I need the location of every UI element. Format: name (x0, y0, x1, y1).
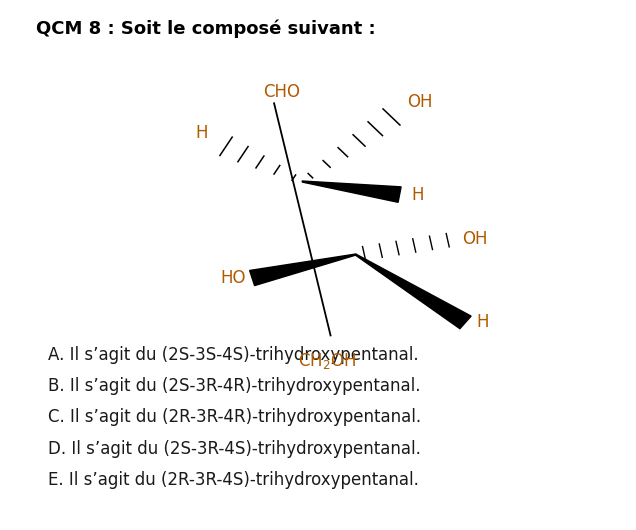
Text: H: H (196, 124, 208, 142)
Text: CH$_2$OH: CH$_2$OH (298, 351, 356, 371)
Text: A. Il s’agit du (2S-3S-4S)-trihydroxypentanal.: A. Il s’agit du (2S-3S-4S)-trihydroxypen… (48, 346, 418, 364)
Text: CHO: CHO (263, 83, 300, 101)
Text: B. Il s’agit du (2S-3R-4R)-trihydroxypentanal.: B. Il s’agit du (2S-3R-4R)-trihydroxypen… (48, 377, 420, 395)
Polygon shape (249, 254, 356, 286)
Text: OH: OH (407, 93, 432, 111)
Text: H: H (411, 186, 424, 204)
Text: C. Il s’agit du (2R-3R-4R)-trihydroxypentanal.: C. Il s’agit du (2R-3R-4R)-trihydroxypen… (48, 409, 421, 427)
Text: H: H (477, 313, 489, 331)
Text: E. Il s’agit du (2R-3R-4S)-trihydroxypentanal.: E. Il s’agit du (2R-3R-4S)-trihydroxypen… (48, 471, 419, 489)
Polygon shape (356, 254, 471, 329)
Text: D. Il s’agit du (2S-3R-4S)-trihydroxypentanal.: D. Il s’agit du (2S-3R-4S)-trihydroxypen… (48, 440, 421, 458)
Polygon shape (302, 181, 401, 202)
Text: OH: OH (462, 230, 488, 248)
Text: HO: HO (221, 269, 246, 287)
Text: QCM 8 : Soit le composé suivant :: QCM 8 : Soit le composé suivant : (36, 20, 375, 38)
